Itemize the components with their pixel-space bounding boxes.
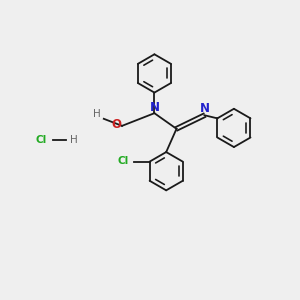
Text: Cl: Cl xyxy=(35,135,47,145)
Text: Cl: Cl xyxy=(118,156,129,166)
Text: N: N xyxy=(200,102,209,115)
Text: O: O xyxy=(111,118,121,131)
Text: H: H xyxy=(70,135,77,145)
Text: N: N xyxy=(149,101,159,114)
Text: H: H xyxy=(93,109,101,119)
